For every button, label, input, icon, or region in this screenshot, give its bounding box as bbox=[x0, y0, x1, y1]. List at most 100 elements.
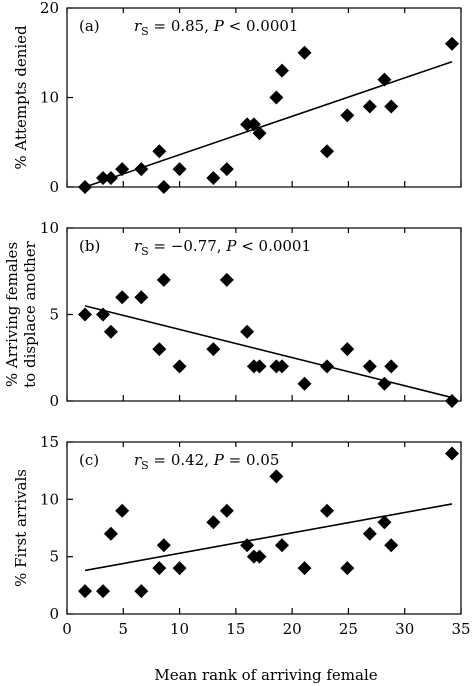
data-point bbox=[340, 108, 355, 123]
stat-p-value: < 0.0001 bbox=[224, 17, 299, 35]
stat-r-value: = −0.77, bbox=[149, 237, 227, 255]
data-point bbox=[252, 359, 267, 374]
x-axis-title: Mean rank of arriving female bbox=[154, 666, 377, 684]
data-point bbox=[384, 359, 399, 374]
stat-r-subscript: S bbox=[141, 245, 149, 258]
data-point bbox=[297, 561, 312, 576]
data-point bbox=[115, 290, 130, 305]
x-tick-label: 20 bbox=[283, 620, 302, 638]
panel-label: (c) bbox=[79, 451, 99, 469]
x-tick-label: 0 bbox=[62, 620, 72, 638]
y-tick-label: 10 bbox=[40, 490, 59, 508]
regression-line bbox=[84, 503, 453, 572]
data-point bbox=[78, 584, 93, 599]
data-point bbox=[134, 162, 149, 177]
data-point bbox=[103, 171, 118, 186]
correlation-stat: rS = 0.85, P < 0.0001 bbox=[134, 17, 298, 38]
data-point bbox=[269, 90, 284, 105]
y-tick-label: 15 bbox=[40, 433, 59, 451]
data-point bbox=[377, 72, 392, 87]
y-tick-label: 0 bbox=[49, 392, 59, 410]
regression-line bbox=[84, 60, 453, 188]
y-axis-title-line: % Arriving females bbox=[3, 242, 21, 387]
stat-r-value: = 0.85, bbox=[149, 17, 214, 35]
panel-b: 0 5 10 (b) rS = −0.77, P < 0.0001 % Arriving … bbox=[3, 219, 462, 410]
y-axis-title: % Arriving femalesto displace another bbox=[3, 240, 39, 388]
data-point bbox=[103, 526, 118, 541]
data-point bbox=[297, 45, 312, 60]
stat-p-symbol: P bbox=[213, 17, 225, 35]
regression-line bbox=[84, 305, 453, 399]
y-tick-label: 5 bbox=[49, 548, 59, 566]
stat-r-symbol: r bbox=[134, 451, 142, 469]
data-point bbox=[320, 144, 335, 159]
data-point bbox=[206, 515, 221, 530]
data-point bbox=[219, 162, 234, 177]
data-point bbox=[219, 272, 234, 287]
data-point bbox=[172, 359, 187, 374]
stat-r-value: = 0.42, bbox=[149, 451, 214, 469]
data-point bbox=[240, 538, 255, 553]
y-axis-title: % First arrivals bbox=[12, 469, 30, 587]
data-point bbox=[246, 117, 261, 132]
data-point bbox=[103, 324, 118, 339]
y-tick-label: 0 bbox=[49, 178, 59, 196]
x-tick-label: 10 bbox=[170, 620, 189, 638]
data-point bbox=[444, 446, 459, 461]
stat-p-value: = 0.05 bbox=[224, 451, 280, 469]
plot-frame bbox=[66, 441, 462, 615]
data-point bbox=[206, 342, 221, 357]
data-point bbox=[152, 342, 167, 357]
data-point bbox=[96, 584, 111, 599]
y-tick-label: 0 bbox=[49, 605, 59, 623]
data-point bbox=[340, 342, 355, 357]
data-point bbox=[240, 324, 255, 339]
y-tick-label: 10 bbox=[40, 89, 59, 107]
data-point bbox=[362, 359, 377, 374]
data-point bbox=[384, 538, 399, 553]
data-point bbox=[172, 162, 187, 177]
stat-p-value: < 0.0001 bbox=[236, 237, 311, 255]
y-axis-title: % Attempts denied bbox=[12, 25, 30, 170]
data-point bbox=[275, 359, 290, 374]
data-point bbox=[297, 376, 312, 391]
data-point bbox=[115, 503, 130, 518]
data-point bbox=[219, 503, 234, 518]
y-tick-label: 5 bbox=[49, 306, 59, 324]
stat-p-symbol: P bbox=[225, 237, 237, 255]
data-point bbox=[156, 180, 171, 194]
data-point bbox=[96, 171, 111, 186]
correlation-stat: rS = 0.42, P = 0.05 bbox=[134, 451, 279, 472]
data-point bbox=[444, 394, 459, 408]
data-point bbox=[134, 584, 149, 599]
y-tick-label: 10 bbox=[40, 219, 59, 237]
data-point bbox=[320, 503, 335, 518]
data-point bbox=[444, 36, 459, 51]
panel-label: (a) bbox=[79, 17, 100, 35]
data-point bbox=[206, 171, 221, 186]
data-point bbox=[275, 63, 290, 78]
data-point bbox=[362, 99, 377, 114]
x-tick-label: 25 bbox=[339, 620, 358, 638]
data-point bbox=[377, 376, 392, 391]
stat-r-subscript: S bbox=[141, 459, 149, 472]
stat-r-symbol: r bbox=[134, 17, 142, 35]
x-tick-label: 30 bbox=[395, 620, 414, 638]
data-point bbox=[384, 99, 399, 114]
data-point bbox=[115, 162, 130, 177]
data-point bbox=[134, 290, 149, 305]
data-point bbox=[377, 515, 392, 530]
data-point bbox=[172, 561, 187, 576]
stat-p-symbol: P bbox=[213, 451, 225, 469]
data-point bbox=[275, 538, 290, 553]
data-point bbox=[96, 307, 111, 322]
data-point bbox=[78, 307, 93, 322]
y-tick-label: 20 bbox=[40, 0, 59, 17]
panel-label: (b) bbox=[79, 237, 100, 255]
data-point bbox=[78, 180, 93, 194]
correlation-stat: rS = −0.77, P < 0.0001 bbox=[134, 237, 311, 258]
data-point bbox=[320, 359, 335, 374]
data-point bbox=[152, 561, 167, 576]
panel-c: 0 5 10 15 0 5 10 15 20 25 30 35 (c) rS = 0.42, P = 0.… bbox=[12, 433, 471, 638]
